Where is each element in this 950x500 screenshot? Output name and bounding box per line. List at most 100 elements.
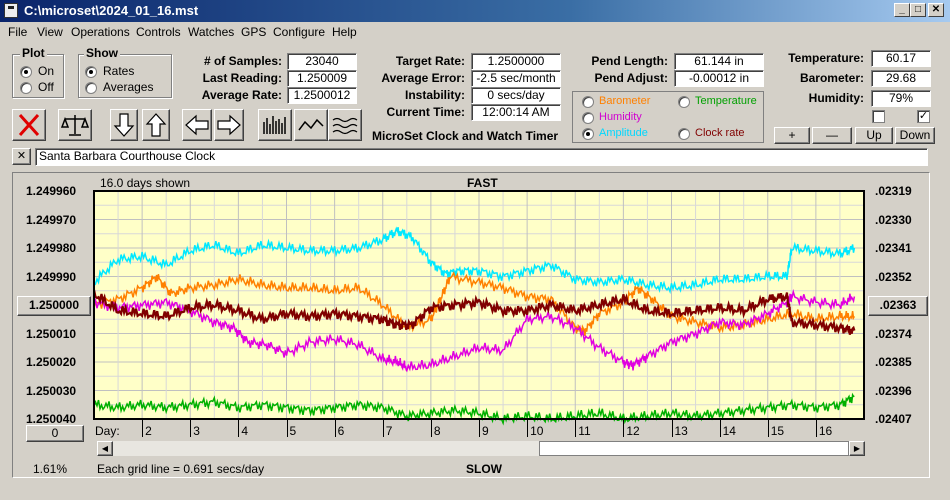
average-error-field: -2.5 sec/month: [471, 70, 561, 87]
menu-file[interactable]: File: [8, 25, 28, 39]
current-time-field: 12:00:14 AM: [471, 104, 561, 121]
menu-help[interactable]: Help: [332, 25, 357, 39]
right-axis-tick: .02341: [875, 241, 912, 255]
series-line-0: [93, 226, 856, 295]
x-axis-tick-mark: [238, 419, 240, 437]
horizontal-scrollbar[interactable]: ◀ ▶: [96, 440, 866, 457]
temperature-radio[interactable]: [678, 96, 690, 108]
stop-button[interactable]: [12, 109, 46, 141]
plot-off-radio[interactable]: [20, 82, 32, 94]
center-amplitude-button[interactable]: .02363: [868, 296, 928, 316]
x-axis-tick: 3: [193, 424, 200, 438]
left-axis-tick: 1.250040: [26, 412, 77, 426]
menu-operations[interactable]: Operations: [71, 25, 130, 39]
plot-off-label[interactable]: Off: [38, 80, 54, 94]
left-arrow-button[interactable]: [182, 109, 212, 141]
left-axis-tick: 1.249970: [26, 212, 77, 227]
waves-icon: [332, 117, 358, 135]
down-button[interactable]: Down: [895, 127, 935, 144]
center-rate-button[interactable]: 1.250000: [17, 296, 91, 316]
right-axis-tick: .02330: [875, 212, 912, 227]
x-axis-tick-mark: [671, 419, 673, 437]
right-axis-tick: .02319: [875, 184, 912, 198]
x-axis-tick: 2: [145, 424, 152, 438]
environment-checkbox-2[interactable]: ✓: [917, 110, 930, 123]
percent-label: 1.61%: [33, 462, 68, 476]
line-graph-button[interactable]: [294, 109, 328, 141]
waves-button[interactable]: [328, 109, 362, 141]
plot-on-label[interactable]: On: [38, 64, 55, 78]
minimize-button[interactable]: _: [894, 3, 910, 17]
show-rates-radio[interactable]: [85, 66, 97, 78]
x-axis-tick-mark: [190, 419, 192, 437]
scroll-right-button[interactable]: ▶: [849, 441, 865, 456]
temperature-option-label[interactable]: Temperature: [695, 95, 757, 107]
scroll-left-button[interactable]: ◀: [97, 441, 113, 456]
samples-field: 23040: [287, 53, 357, 70]
x-axis-tick-mark: [430, 419, 432, 437]
arrow-right-icon: [217, 114, 241, 136]
plus-button[interactable]: +: [774, 127, 810, 144]
series-line-4: [92, 289, 856, 335]
x-axis-tick: 4: [241, 424, 249, 438]
x-axis-tick-mark: [382, 419, 384, 437]
up-button[interactable]: Up: [855, 127, 893, 144]
clock-rate-option-label[interactable]: Clock rate: [695, 127, 745, 139]
x-axis-tick-mark: [719, 419, 721, 437]
x-axis-tick-mark: [286, 419, 288, 437]
down-arrow-button[interactable]: [110, 109, 138, 141]
menu-controls[interactable]: Controls: [136, 25, 181, 39]
x-axis-tick-mark: [527, 419, 529, 437]
last-reading-field: 1.250009: [287, 70, 357, 87]
pend-length-label: Pend Length:: [591, 54, 668, 68]
x-axis-tick: 6: [337, 424, 345, 438]
app-name: MicroSet Clock and Watch Timer: [372, 129, 559, 143]
menu-gps[interactable]: GPS: [241, 25, 267, 39]
pend-length-field[interactable]: 61.144 in: [674, 53, 764, 70]
target-rate-field[interactable]: 1.2500000: [471, 53, 561, 70]
plot-on-radio[interactable]: [20, 66, 32, 78]
samples-label: # of Samples:: [203, 54, 282, 68]
menu-view[interactable]: View: [37, 25, 63, 39]
x-axis-tick: 10: [530, 424, 544, 438]
show-rates-label[interactable]: Rates: [103, 64, 135, 78]
clock-name-close-button[interactable]: ✕: [12, 148, 31, 165]
up-arrow-button[interactable]: [142, 109, 170, 141]
clock-rate-radio[interactable]: [678, 128, 690, 140]
left-axis-tick: 1.250010: [26, 326, 77, 341]
right-axis-tick: .02407: [875, 412, 912, 426]
x-axis-tick-mark: [479, 419, 480, 437]
red-x-icon: [18, 113, 40, 137]
x-axis-tick-mark: [815, 419, 817, 437]
show-group-label: Show: [84, 46, 120, 60]
menu-watches[interactable]: Watches: [188, 25, 235, 39]
humidity-option-label[interactable]: Humidity: [599, 111, 642, 123]
bars-button[interactable]: [258, 109, 292, 141]
minus-button[interactable]: —: [812, 127, 852, 144]
zero-button[interactable]: 0: [26, 425, 84, 442]
line-graph-icon: [298, 118, 324, 131]
environment-checkbox-1[interactable]: [872, 110, 885, 123]
pend-adjust-field[interactable]: -0.00012 in: [674, 70, 764, 87]
close-button[interactable]: ✕: [928, 3, 944, 17]
instability-label: Instability:: [404, 88, 465, 102]
humidity-radio[interactable]: [582, 112, 594, 124]
left-axis-tick: 1.249990: [26, 269, 77, 284]
maximize-button[interactable]: □: [910, 3, 926, 17]
menu-configure[interactable]: Configure: [273, 25, 326, 39]
scales-icon: [60, 115, 90, 136]
x-axis-tick: 5: [289, 424, 297, 438]
x-axis-tick: 13: [674, 424, 688, 438]
show-averages-radio[interactable]: [85, 82, 97, 94]
plot-panel: [12, 172, 930, 478]
right-arrow-button[interactable]: [214, 109, 244, 141]
amplitude-option-label[interactable]: Amplitude: [599, 127, 648, 139]
show-averages-label[interactable]: Averages: [103, 80, 154, 94]
amplitude-radio[interactable]: [582, 128, 594, 140]
arrow-down-icon: [113, 113, 135, 137]
clock-name-input[interactable]: Santa Barbara Courthouse Clock: [35, 148, 928, 166]
balance-button[interactable]: [58, 109, 92, 141]
scroll-thumb[interactable]: [539, 441, 849, 456]
barometer-radio[interactable]: [582, 96, 594, 108]
barometer-option-label[interactable]: Barometer: [599, 95, 651, 107]
